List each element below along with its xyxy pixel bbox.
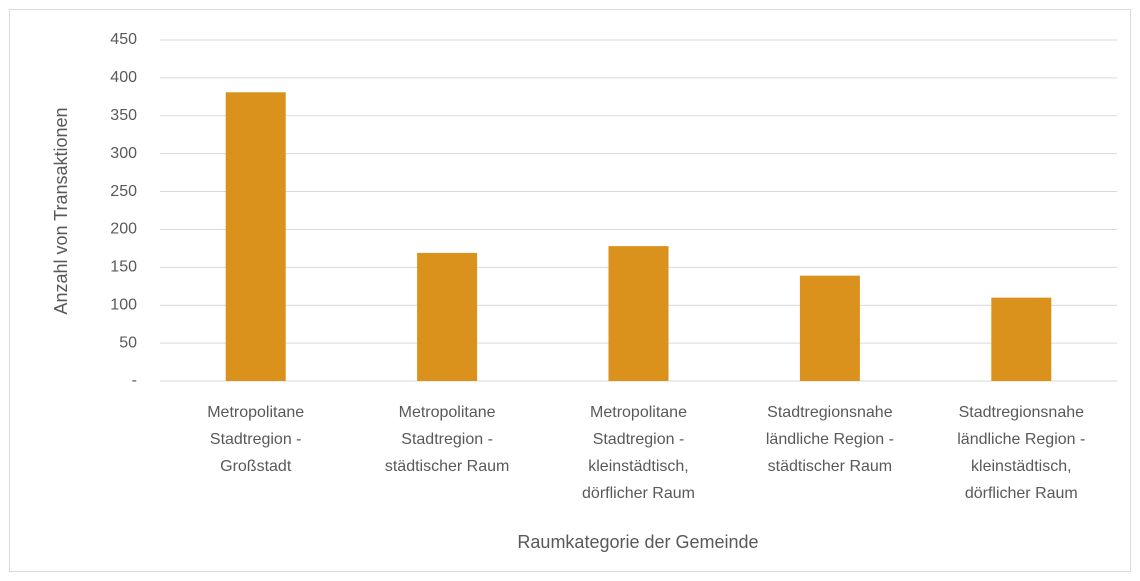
bar: [991, 297, 1052, 381]
x-tick-label: städtischer Raum: [768, 458, 893, 475]
x-tick-label: ländliche Region -: [957, 431, 1085, 448]
x-tick-label: dörflicher Raum: [582, 485, 695, 502]
y-tick-label: 400: [110, 69, 137, 86]
y-tick-label: 250: [110, 183, 137, 200]
bar: [225, 92, 286, 381]
y-tick-label: 300: [110, 145, 137, 162]
chart-border: [9, 9, 1131, 572]
x-tick-label: städtischer Raum: [385, 458, 510, 475]
x-tick-label: Großstadt: [220, 458, 292, 475]
y-tick-label: -: [132, 372, 137, 389]
y-axis-label: Anzahl von Transaktionen: [51, 107, 71, 314]
x-tick-label: Metropolitane: [590, 404, 687, 421]
x-tick-label: ländliche Region -: [766, 431, 894, 448]
bar: [608, 246, 669, 381]
x-tick-label: Stadtregion -: [210, 431, 302, 448]
x-tick-label: Stadtregionsnahe: [959, 404, 1085, 421]
x-tick-label: Stadtregion -: [593, 431, 685, 448]
x-tick-label: Metropolitane: [399, 404, 496, 421]
x-tick-label: Stadtregionsnahe: [767, 404, 893, 421]
y-tick-label: 450: [110, 31, 137, 48]
x-tick-label: kleinstädtisch,: [588, 458, 689, 475]
x-tick-label: dörflicher Raum: [965, 485, 1078, 502]
y-tick-label: 150: [110, 259, 137, 276]
x-tick-label: Metropolitane: [207, 404, 304, 421]
y-tick-label: 350: [110, 107, 137, 124]
x-tick-label: Stadtregion -: [401, 431, 493, 448]
bar: [799, 275, 860, 381]
y-tick-label: 100: [110, 296, 137, 313]
y-tick-label: 200: [110, 221, 137, 238]
x-tick-label: kleinstädtisch,: [971, 458, 1072, 475]
y-tick-label: 50: [119, 334, 137, 351]
bar: [417, 252, 478, 381]
x-axis-label: Raumkategorie der Gemeinde: [517, 532, 758, 552]
